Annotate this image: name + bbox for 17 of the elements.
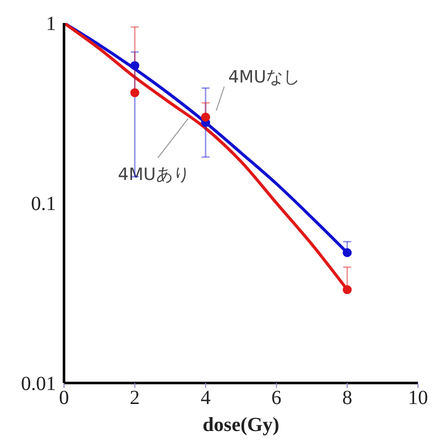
x-tick-label: 2 [130,387,140,410]
point [201,112,210,122]
y-tick-label: 0.01 [21,373,56,396]
x-tick-label: 8 [342,387,352,410]
x-axis-title: dose(Gy) [202,414,280,436]
y-tick-label: 1 [46,13,56,36]
x-tick-label: 6 [271,387,282,410]
x-tick-label: 4 [200,387,211,410]
point [342,248,352,258]
x-tick-label: 10 [408,387,428,410]
point [342,285,352,294]
text: 4MUあり [118,164,190,185]
point [130,88,140,98]
y-tick-label: 0.1 [31,193,56,216]
text: 4MUなし [228,68,300,88]
point [130,61,140,70]
x-tick-label: 0 [59,387,69,410]
